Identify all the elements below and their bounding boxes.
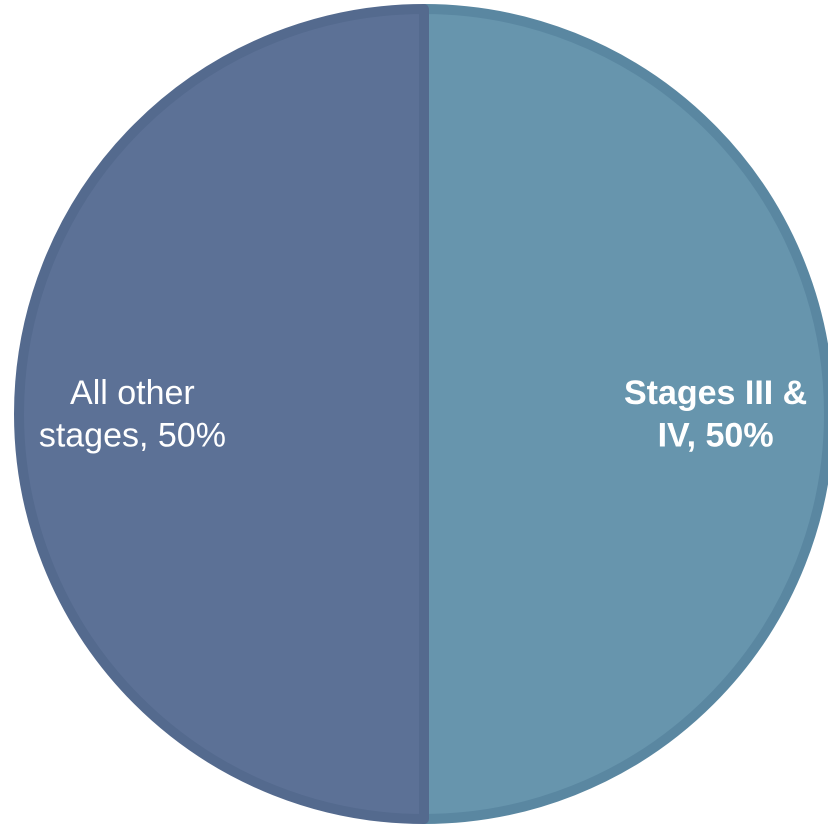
slice-label-stages-iii-iv: Stages III & IV, 50% [624, 374, 807, 455]
slice-label-line: All other [70, 374, 195, 412]
pie-labels: Stages III & IV, 50% All other stages, 50% [39, 374, 807, 455]
pie-slice-stages-iii-iv [419, 4, 828, 824]
slice-label-all-other-stages: All other stages, 50% [39, 374, 226, 455]
pie-slices [14, 4, 828, 824]
slice-label-line: Stages III & [624, 374, 807, 412]
slice-label-line: stages, 50% [39, 417, 226, 455]
slice-label-line: IV, 50% [658, 417, 774, 455]
pie-slice-all-other-stages [14, 4, 429, 824]
